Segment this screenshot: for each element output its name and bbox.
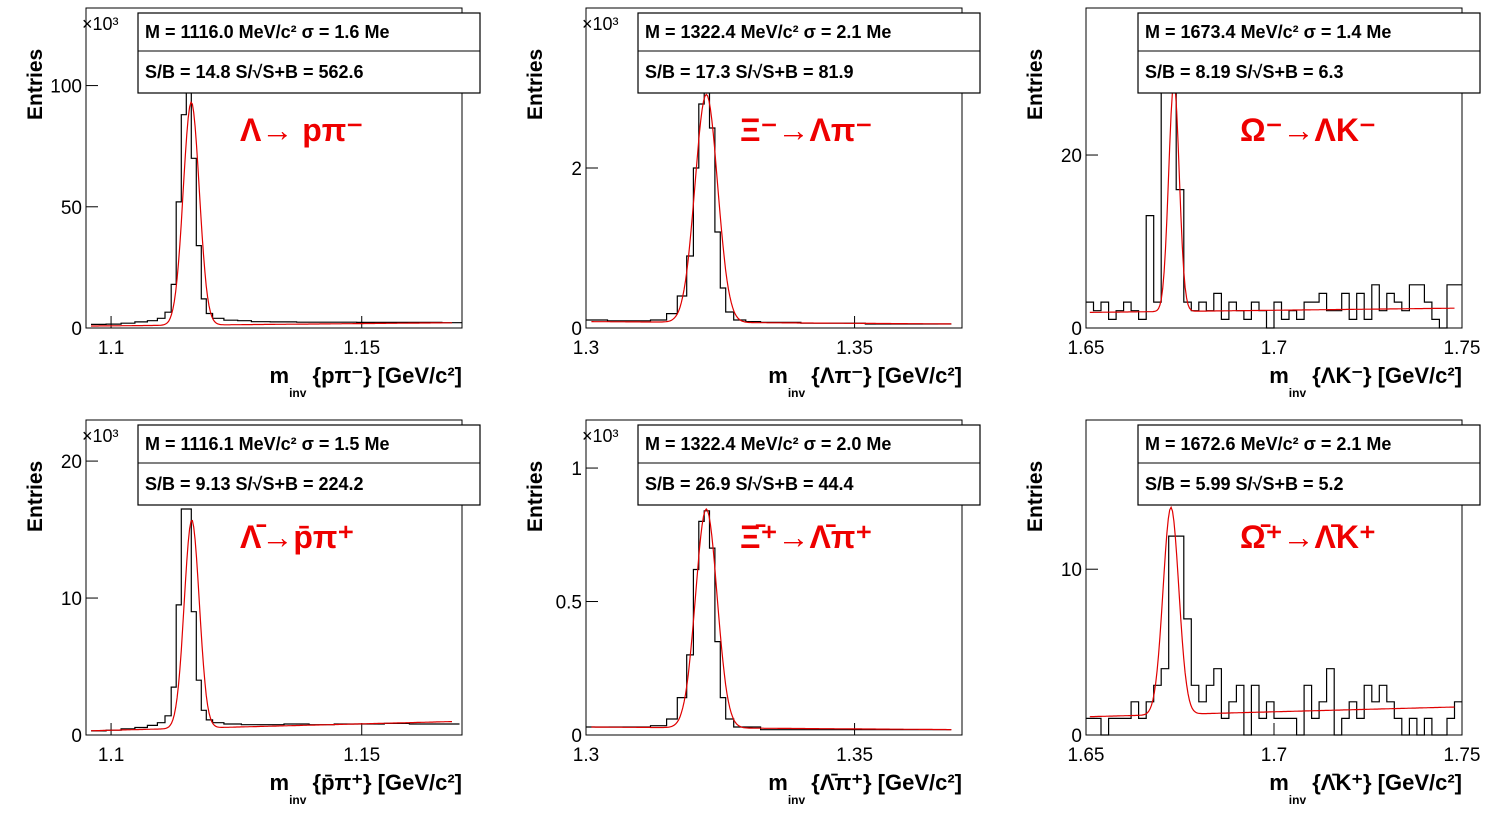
y-tick-label: 0 (1071, 319, 1082, 340)
x-tick-label: 1.35 (836, 338, 873, 359)
stats-box-frame (637, 12, 981, 94)
y-multiplier: ×10³ (582, 426, 619, 446)
x-tick-label: 1.65 (1068, 338, 1105, 359)
y-axis-label: Entries (1024, 49, 1047, 120)
y-axis-label: Entries (524, 49, 547, 120)
stats-line-mass: M = 1116.1 MeV/c² σ = 1.5 Me (145, 434, 389, 454)
x-tick-label: 1.1 (98, 745, 124, 766)
stats-line-mass: M = 1116.0 MeV/c² σ = 1.6 Me (145, 22, 389, 42)
stats-line-mass: M = 1673.4 MeV/c² σ = 1.4 Me (1145, 22, 1391, 42)
y-tick-label: 0 (571, 319, 582, 340)
x-tick-label: 1.15 (343, 338, 380, 359)
histogram-series (1086, 85, 1462, 329)
panel-2: 0 2 1.3 1.35 M = 1322.4 MeV/c² σ = 2.1 Me S/B… (524, 7, 981, 400)
x-tick-label: 1.15 (343, 745, 380, 766)
y-axis-label: Entries (524, 461, 547, 532)
y-tick-label: 10 (61, 589, 82, 610)
y-multiplier: ×10³ (82, 426, 119, 446)
y-tick-label: 2 (571, 159, 582, 180)
x-axis-label: minv {Λ̄π⁺} [GeV/c²] (768, 770, 962, 807)
y-tick-label: 10 (1061, 560, 1082, 581)
stats-line-significance: S/B = 17.3 S/√S+B = 81.9 (645, 62, 854, 82)
panel-4: 0 10 20 1.1 1.15 M = 1116.1 MeV/c² σ = 1.5 Me… (24, 419, 481, 807)
stats-box-frame (137, 424, 481, 506)
stats-line-mass: M = 1322.4 MeV/c² σ = 2.0 Me (645, 434, 891, 454)
stats-box: M = 1116.1 MeV/c² σ = 1.5 Me S/B = 9.13 S… (137, 424, 481, 506)
y-multiplier: ×10³ (82, 14, 119, 34)
x-tick-label: 1.75 (1444, 338, 1481, 359)
fit-curve (591, 508, 952, 731)
x-tick-label: 1.3 (573, 338, 599, 359)
y-tick-label: 20 (61, 452, 82, 473)
histogram-series (586, 510, 952, 731)
stats-line-significance: S/B = 14.8 S/√S+B = 562.6 (145, 62, 364, 82)
x-tick-label: 1.35 (836, 745, 873, 766)
fit-curve (1089, 82, 1455, 313)
x-axis-label: minv {p̄π⁺} [GeV/c²] (270, 770, 463, 807)
stats-line-significance: S/B = 8.19 S/√S+B = 6.3 (1145, 62, 1344, 82)
stats-box: M = 1322.4 MeV/c² σ = 2.0 Me S/B = 26.9 S… (637, 424, 981, 506)
x-axis-label: minv {Λπ⁻} [GeV/c²] (768, 363, 962, 400)
decay-channel-label: Λ̄→p̄π⁺ (240, 519, 354, 555)
y-tick-label: 100 (50, 77, 82, 98)
stats-box-frame (137, 12, 481, 94)
y-axis-label: Entries (1024, 461, 1047, 532)
stats-box-frame (637, 424, 981, 506)
stats-line-significance: S/B = 9.13 S/√S+B = 224.2 (145, 474, 364, 494)
y-tick-label: 1 (571, 459, 582, 480)
stats-line-mass: M = 1672.6 MeV/c² σ = 2.1 Me (1145, 434, 1391, 454)
panel-3: 0 20 1.65 1.7 1.75 M = 1673.4 MeV/c² σ = 1.4 … (1024, 7, 1481, 400)
stats-box-frame (1137, 424, 1481, 506)
panel-5: 0 0.5 1 1.3 1.35 M = 1322.4 MeV/c² σ = 2.0 Me… (524, 419, 981, 807)
y-tick-label: 0.5 (556, 593, 582, 614)
stats-box: M = 1673.4 MeV/c² σ = 1.4 Me S/B = 8.19 S… (1137, 12, 1481, 94)
x-axis-label: minv {ΛK⁻} [GeV/c²] (1269, 363, 1462, 400)
stats-line-significance: S/B = 5.99 S/√S+B = 5.2 (1145, 474, 1344, 494)
stats-box: M = 1116.0 MeV/c² σ = 1.6 Me S/B = 14.8 S… (137, 12, 481, 94)
x-axis-label: minv {Λ̄K⁺} [GeV/c²] (1269, 770, 1462, 807)
stats-line-significance: S/B = 26.9 S/√S+B = 44.4 (645, 474, 854, 494)
fit-curve (591, 93, 952, 325)
y-tick-label: 0 (71, 726, 82, 747)
fit-curve (91, 100, 452, 327)
x-tick-label: 1.7 (1261, 338, 1287, 359)
fit-curve (1089, 505, 1455, 718)
x-tick-label: 1.75 (1444, 745, 1481, 766)
decay-channel-label: Ω⁻→ΛK⁻ (1240, 112, 1376, 148)
y-tick-label: 0 (571, 726, 582, 747)
stats-line-mass: M = 1322.4 MeV/c² σ = 2.1 Me (645, 22, 891, 42)
y-axis-label: Entries (24, 461, 47, 532)
x-tick-label: 1.1 (98, 338, 124, 359)
x-tick-label: 1.65 (1068, 745, 1105, 766)
plot-frame (85, 7, 463, 329)
panel-1: 0 50 100 1.1 1.15 M = 1116.0 MeV/c² σ = 1.6 M… (24, 7, 481, 400)
x-axis-label: minv {pπ⁻} [GeV/c²] (270, 363, 463, 400)
x-tick-label: 1.7 (1261, 745, 1287, 766)
decay-channel-label: Ω̄⁺→Λ̄K⁺ (1240, 519, 1376, 555)
y-tick-label: 20 (1061, 146, 1082, 167)
y-tick-label: 0 (71, 319, 82, 340)
plot-frame (85, 419, 463, 736)
decay-channel-label: Ξ⁻→Λπ⁻ (740, 112, 872, 148)
y-axis-label: Entries (24, 49, 47, 120)
x-tick-label: 1.3 (573, 745, 599, 766)
y-multiplier: ×10³ (582, 14, 619, 34)
histogram-series (91, 92, 462, 325)
y-tick-label: 50 (61, 198, 82, 219)
fit-curve (90, 519, 452, 732)
plot-frame (585, 419, 963, 736)
decay-channel-label: Ξ̄⁺→Λ̄π⁺ (740, 519, 872, 555)
panel-6: 0 10 1.65 1.7 1.75 M = 1672.6 MeV/c² σ = 2.1 … (1024, 419, 1481, 807)
y-tick-label: 0 (1071, 726, 1082, 747)
histogram-series (1086, 535, 1462, 736)
decay-channel-label: Λ→ pπ⁻ (240, 112, 363, 148)
stats-box-frame (1137, 12, 1481, 94)
stats-box: M = 1322.4 MeV/c² σ = 2.1 Me S/B = 17.3 S… (637, 12, 981, 94)
stats-box: M = 1672.6 MeV/c² σ = 2.1 Me S/B = 5.99 S… (1137, 424, 1481, 506)
